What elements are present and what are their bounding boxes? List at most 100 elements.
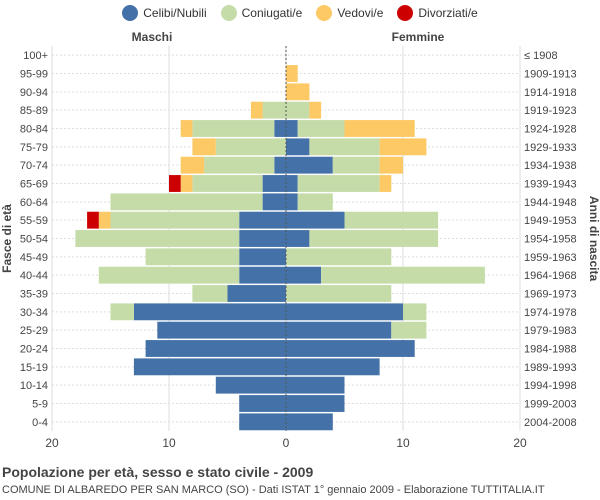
bar-female-0-4-s0 xyxy=(286,413,333,431)
birth-year-label-50-54: 1954-1958 xyxy=(524,234,577,246)
birth-year-label-60-64: 1944-1948 xyxy=(524,197,577,209)
bar-male-65-69-s3 xyxy=(169,175,181,192)
bar-female-20-24-s0 xyxy=(286,340,415,357)
bar-male-30-34-s1 xyxy=(110,303,134,321)
bar-male-0-4-s0 xyxy=(239,413,286,431)
age-label-60-64: 60-64 xyxy=(20,197,48,209)
age-label-40-44: 40-44 xyxy=(20,270,48,282)
y-axis-title-right: Anni di nascita xyxy=(587,196,600,282)
birth-year-label-0-4: 2004-2008 xyxy=(524,417,577,429)
bar-male-20-24-s0 xyxy=(145,340,286,357)
bar-female-75-79-s1 xyxy=(309,138,380,156)
bar-female-10-14-s0 xyxy=(286,376,345,394)
birth-year-label-80-84: 1924-1928 xyxy=(524,124,577,136)
birth-year-label-25-29: 1979-1983 xyxy=(524,325,577,337)
legend-label-celibi: Celibi/Nubili xyxy=(143,6,207,20)
bar-male-65-69-s2 xyxy=(180,175,193,192)
x-tick-label-3: 10 xyxy=(396,436,410,450)
birth-year-label-85-89: 1919-1923 xyxy=(524,105,577,117)
bar-female-50-54-s1 xyxy=(309,230,439,247)
bar-male-50-54-s1 xyxy=(75,230,240,247)
birth-year-label-45-49: 1959-1963 xyxy=(524,252,577,264)
bar-female-55-59-s0 xyxy=(286,211,345,229)
bar-female-45-49-s1 xyxy=(286,248,392,266)
bar-male-70-74-s2 xyxy=(180,156,205,174)
birth-year-label-10-14: 1994-1998 xyxy=(524,380,577,392)
age-label-30-34: 30-34 xyxy=(20,307,48,319)
bar-male-80-84-s1 xyxy=(192,120,275,137)
legend-dot-divorziati xyxy=(397,5,414,21)
birth-year-label-100+: ≤ 1908 xyxy=(524,50,558,62)
age-label-0-4: 0-4 xyxy=(32,417,48,429)
age-label-5-9: 5-9 xyxy=(32,399,48,411)
bar-male-35-39-s0 xyxy=(227,285,286,302)
age-label-15-19: 15-19 xyxy=(20,362,48,374)
legend-item-coniugati: Coniugati/e xyxy=(220,5,303,21)
bar-male-65-69-s0 xyxy=(262,175,286,192)
bar-female-70-74-s1 xyxy=(332,156,380,174)
age-label-70-74: 70-74 xyxy=(20,160,48,172)
bar-female-60-64-s0 xyxy=(286,193,298,211)
age-label-10-14: 10-14 xyxy=(20,380,48,392)
legend-label-divorziati: Divorziati/e xyxy=(418,6,478,20)
bar-male-30-34-s0 xyxy=(133,303,286,321)
bar-male-55-59-s1 xyxy=(110,211,240,229)
bar-female-85-89-s2 xyxy=(309,101,322,119)
bar-female-70-74-s2 xyxy=(379,156,403,174)
bar-female-80-84-s1 xyxy=(297,120,345,137)
age-label-65-69: 65-69 xyxy=(20,179,48,191)
bar-male-70-74-s1 xyxy=(204,156,275,174)
birth-year-label-95-99: 1909-1913 xyxy=(524,69,577,81)
chart-subtitle: COMUNE DI ALBAREDO PER SAN MARCO (SO) - … xyxy=(2,484,545,496)
age-label-85-89: 85-89 xyxy=(20,105,48,117)
bar-female-65-69-s0 xyxy=(286,175,298,192)
age-label-45-49: 45-49 xyxy=(20,252,48,264)
bar-female-30-34-s1 xyxy=(403,303,427,321)
x-tick-label-0: 20 xyxy=(45,436,59,450)
legend-label-vedovi: Vedovi/e xyxy=(337,6,384,20)
age-label-75-79: 75-79 xyxy=(20,142,48,154)
bar-female-75-79-s2 xyxy=(379,138,427,156)
bar-male-50-54-s0 xyxy=(239,230,286,247)
age-label-50-54: 50-54 xyxy=(20,234,48,246)
birth-year-label-35-39: 1969-1973 xyxy=(524,289,577,301)
bar-female-65-69-s1 xyxy=(297,175,380,192)
bar-male-35-39-s1 xyxy=(192,285,228,302)
legend-dot-coniugati xyxy=(220,5,237,21)
birth-year-label-30-34: 1974-1978 xyxy=(524,307,577,319)
bar-male-75-79-s1 xyxy=(215,138,286,156)
bar-female-70-74-s0 xyxy=(286,156,333,174)
bar-male-80-84-s2 xyxy=(180,120,193,137)
bar-male-45-49-s0 xyxy=(239,248,286,266)
bar-male-55-59-s0 xyxy=(239,211,286,229)
bar-male-85-89-s1 xyxy=(262,101,286,119)
bar-male-65-69-s1 xyxy=(192,175,263,192)
birth-year-label-75-79: 1929-1933 xyxy=(524,142,577,154)
chart-title: Popolazione per età, sesso e stato civil… xyxy=(2,464,314,480)
legend: Celibi/Nubili Coniugati/e Vedovi/e Divor… xyxy=(0,5,600,21)
legend-item-celibi: Celibi/Nubili xyxy=(122,5,207,21)
age-label-95-99: 95-99 xyxy=(20,69,48,81)
bar-male-70-74-s0 xyxy=(274,156,286,174)
birth-year-label-70-74: 1934-1938 xyxy=(524,160,577,172)
bar-female-15-19-s0 xyxy=(286,358,380,376)
bar-male-40-44-s1 xyxy=(98,266,240,284)
x-tick-label-2: 0 xyxy=(283,436,290,450)
bar-female-35-39-s1 xyxy=(286,285,392,302)
bar-female-40-44-s0 xyxy=(286,266,322,284)
bar-male-5-9-s0 xyxy=(239,395,286,412)
age-label-100+: 100+ xyxy=(23,50,48,62)
header-maschi: Maschi xyxy=(132,30,173,44)
bar-male-10-14-s0 xyxy=(215,376,286,394)
bar-male-80-84-s0 xyxy=(274,120,286,137)
bar-female-5-9-s0 xyxy=(286,395,345,412)
legend-dot-celibi xyxy=(122,5,139,21)
age-label-20-24: 20-24 xyxy=(20,344,48,356)
legend-label-coniugati: Coniugati/e xyxy=(241,6,303,20)
header-femmine: Femmine xyxy=(392,30,445,44)
x-tick-label-1: 10 xyxy=(162,436,176,450)
bar-female-95-99-s2 xyxy=(286,65,298,82)
age-label-80-84: 80-84 xyxy=(20,124,48,136)
bar-female-65-69-s2 xyxy=(379,175,392,192)
bar-female-80-84-s0 xyxy=(286,120,298,137)
